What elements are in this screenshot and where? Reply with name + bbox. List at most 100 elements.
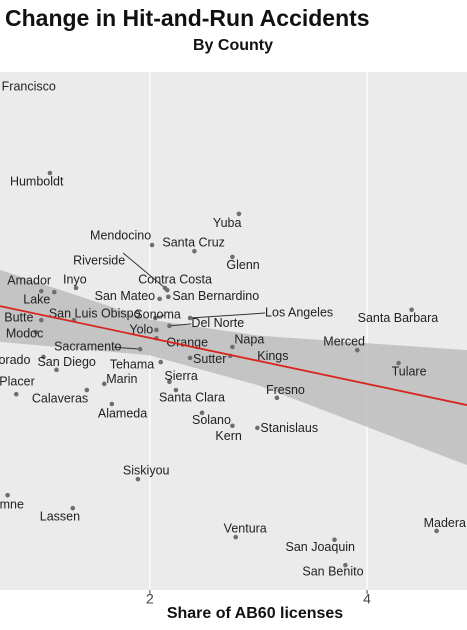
point <box>164 287 170 293</box>
point <box>54 367 59 373</box>
point-label: Amador <box>7 273 51 287</box>
point <box>41 354 46 360</box>
point <box>158 359 164 365</box>
point-label: Kern <box>215 429 241 443</box>
point <box>233 534 238 540</box>
leader-line <box>169 323 192 327</box>
point <box>167 323 172 329</box>
point <box>173 387 179 393</box>
point <box>33 329 39 335</box>
point <box>154 327 159 333</box>
point-label: Kings <box>257 349 288 363</box>
point <box>109 401 115 407</box>
point-label: Inyo <box>63 272 87 286</box>
point-label: Stanislaus <box>260 421 318 435</box>
point-label: Lake <box>23 292 50 306</box>
point <box>274 395 280 401</box>
leader-line <box>190 312 266 319</box>
leader-line <box>122 252 166 289</box>
point-label: Santa Cruz <box>162 236 225 250</box>
point <box>343 562 348 568</box>
point-label: Merced <box>323 334 365 348</box>
point-label: mne <box>0 498 24 512</box>
point-label: Sierra <box>164 369 197 383</box>
point <box>153 315 158 321</box>
point <box>230 254 235 260</box>
point <box>166 294 171 300</box>
point-label: Placer <box>0 374 35 388</box>
point <box>13 391 19 397</box>
point-label: Santa Barbara <box>358 311 439 325</box>
point-label: Riverside <box>73 253 125 267</box>
point <box>187 315 193 321</box>
point <box>187 355 193 361</box>
x-tick-label: 2 <box>146 591 154 607</box>
point-label: Ventura <box>224 521 267 535</box>
title-area <box>0 0 467 72</box>
point <box>255 425 260 431</box>
point-label: Marin <box>106 372 137 386</box>
point-label: Los Angeles <box>265 305 333 319</box>
point <box>230 423 235 429</box>
point <box>135 476 141 482</box>
point <box>73 285 79 291</box>
point-label: Tehama <box>110 357 155 371</box>
point <box>332 537 337 543</box>
point-label: Siskiyou <box>123 463 170 477</box>
x-tick-label: 4 <box>363 591 371 607</box>
point <box>70 505 76 511</box>
point-label: Contra Costa <box>138 272 212 286</box>
point-label: Francisco <box>2 79 56 93</box>
point <box>38 288 44 294</box>
point-label: Del Norte <box>191 316 244 330</box>
point-label: Sonoma <box>134 307 181 321</box>
point <box>230 344 235 350</box>
point <box>355 347 360 353</box>
point-label: Humboldt <box>10 174 64 188</box>
point <box>409 307 414 313</box>
band-layer <box>0 269 467 466</box>
point <box>199 410 205 416</box>
point-label: Napa <box>234 332 264 346</box>
point-label: Yuba <box>213 216 242 230</box>
point-label: Butte <box>4 310 33 324</box>
point <box>5 492 10 498</box>
leader-line <box>114 346 141 350</box>
point-label: Lassen <box>40 509 80 523</box>
point-label: Calaveras <box>32 391 88 405</box>
point <box>84 387 90 393</box>
point <box>236 211 242 217</box>
point-label: Tulare <box>392 364 427 378</box>
point <box>38 317 44 323</box>
point-label: Glenn <box>226 258 259 272</box>
point-label: orado <box>0 353 30 367</box>
point <box>396 360 401 366</box>
point-label: Yolo <box>129 322 153 336</box>
point <box>47 170 53 176</box>
point <box>52 289 57 295</box>
point-label: San Luis Obispo <box>49 306 141 320</box>
point <box>434 528 439 534</box>
point <box>137 346 143 352</box>
point-label: Sutter <box>193 352 226 366</box>
point-label: Madera <box>424 516 466 530</box>
point <box>167 379 172 385</box>
point-label: Solano <box>192 413 231 427</box>
marks-layer: Francisco Humboldt Yuba Mendocino Santa Cruz… <box>0 79 467 578</box>
chart-subtitle: By County <box>193 37 273 54</box>
point <box>101 381 107 387</box>
point-label: San Joaquin <box>286 540 356 554</box>
point-label: Fresno <box>266 383 305 397</box>
point <box>149 242 155 248</box>
confidence-band <box>0 269 467 466</box>
point <box>157 296 162 302</box>
point-label: San Mateo <box>95 289 156 303</box>
point-label: San Diego <box>37 355 95 369</box>
point-label: Santa Clara <box>159 390 225 404</box>
x-axis-title: Share of AB60 licenses <box>167 605 343 622</box>
chart-title: Change in Hit-and-Run Accidents <box>5 5 370 31</box>
point-label: Modoc <box>6 326 44 340</box>
point-label: San Bernardino <box>172 289 259 303</box>
